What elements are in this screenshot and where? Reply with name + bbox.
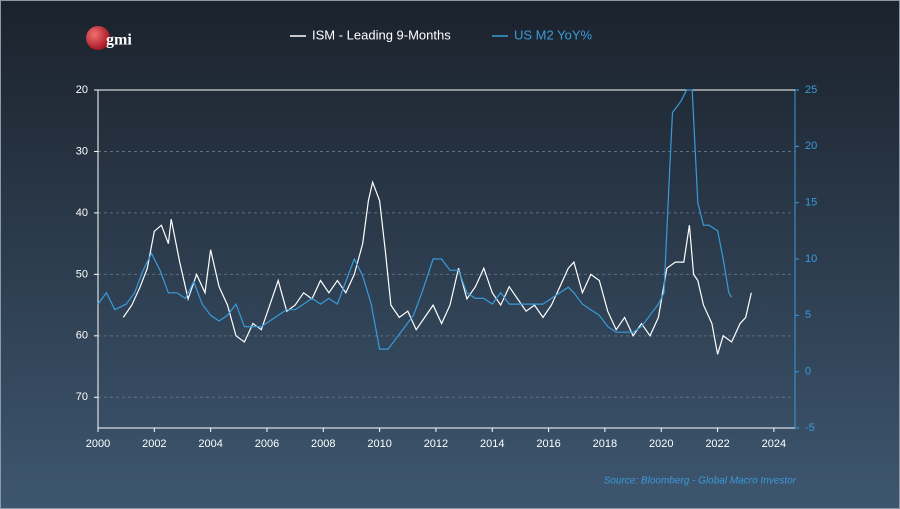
- x-tick-label: 2002: [142, 438, 166, 450]
- y2-tick-label: 20: [805, 140, 817, 152]
- x-tick-label: 2012: [424, 438, 448, 450]
- x-tick-label: 2010: [367, 438, 391, 450]
- y2-tick-label: 25: [805, 84, 817, 96]
- y-tick-label: 40: [76, 207, 88, 219]
- x-tick-label: 2016: [536, 438, 560, 450]
- logo: gmi: [106, 32, 132, 49]
- y-tick-label: 70: [76, 391, 88, 403]
- y2-tick-label: -5: [805, 422, 815, 434]
- logo-icon: [86, 26, 110, 50]
- y2-tick-label: 5: [805, 309, 811, 321]
- x-tick-label: 2000: [86, 438, 110, 450]
- y-tick-label: 20: [76, 84, 88, 96]
- x-tick-label: 2008: [311, 438, 335, 450]
- y2-tick-label: 0: [805, 366, 811, 378]
- y2-tick-label: 10: [805, 253, 817, 265]
- x-tick-label: 2004: [198, 438, 222, 450]
- source: Source: Bloomberg - Global Macro Investo…: [604, 476, 797, 487]
- x-tick-label: 2006: [255, 438, 279, 450]
- x-tick-label: 2014: [480, 438, 504, 450]
- y-tick-label: 60: [76, 330, 88, 342]
- y-tick-label: 30: [76, 145, 88, 157]
- x-tick-label: 2018: [593, 438, 617, 450]
- x-tick-label: 2020: [649, 438, 673, 450]
- line-series: [122, 180, 752, 355]
- line-series: [97, 89, 733, 350]
- y2-tick-label: 15: [805, 197, 817, 209]
- legend-label: US M2 YoY%: [514, 27, 592, 42]
- legend-label: ISM - Leading 9-Months: [312, 27, 451, 42]
- x-tick-label: 2022: [705, 438, 729, 450]
- x-tick-label: 2024: [762, 438, 786, 450]
- y-tick-label: 50: [76, 268, 88, 280]
